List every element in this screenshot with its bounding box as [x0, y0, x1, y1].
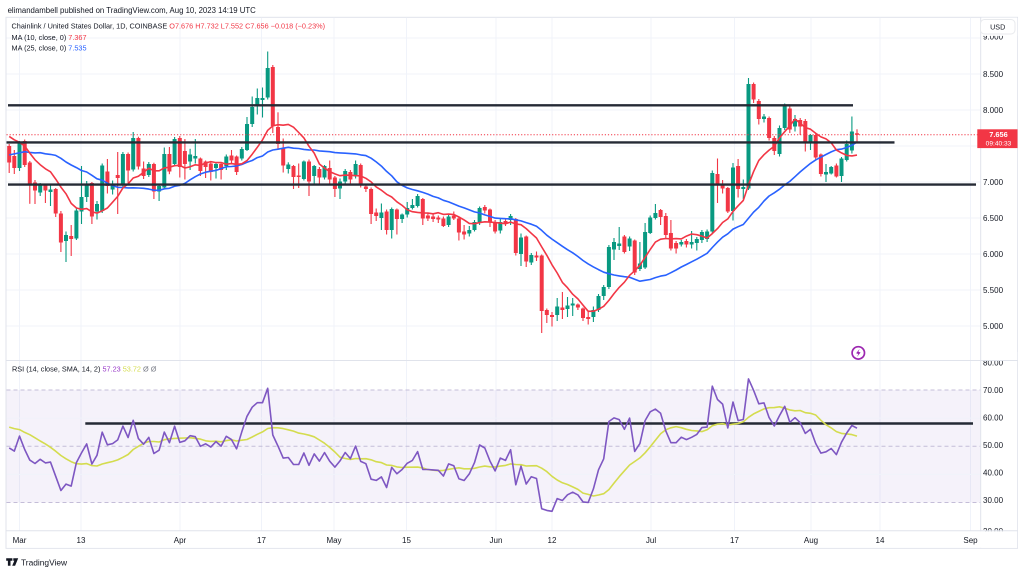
- svg-text:7.656: 7.656: [989, 130, 1008, 139]
- svg-text:80.00: 80.00: [983, 359, 1004, 368]
- svg-text:5.000: 5.000: [983, 322, 1004, 331]
- svg-text:15: 15: [402, 536, 411, 545]
- svg-text:TradingView: TradingView: [21, 557, 68, 567]
- svg-text:8.500: 8.500: [983, 70, 1004, 79]
- svg-text:50.00: 50.00: [983, 441, 1004, 450]
- svg-text:6.000: 6.000: [983, 250, 1004, 259]
- svg-text:Chainlink / United States Doll: Chainlink / United States Dollar, 1D, CO…: [12, 22, 326, 31]
- svg-text:60.00: 60.00: [983, 414, 1004, 423]
- svg-text:14: 14: [876, 536, 885, 545]
- svg-text:70.00: 70.00: [983, 386, 1004, 395]
- svg-text:Aug: Aug: [804, 536, 818, 545]
- svg-text:USD: USD: [990, 23, 1005, 32]
- svg-text:12: 12: [548, 536, 557, 545]
- svg-text:May: May: [326, 536, 341, 545]
- svg-text:Jul: Jul: [646, 536, 656, 545]
- svg-text:17: 17: [730, 536, 739, 545]
- svg-text:13: 13: [77, 536, 86, 545]
- svg-text:Apr: Apr: [174, 536, 187, 545]
- svg-text:Mar: Mar: [13, 536, 27, 545]
- svg-text:40.00: 40.00: [983, 469, 1004, 478]
- svg-text:Jun: Jun: [490, 536, 503, 545]
- svg-text:MA (25, close, 0) 7.535: MA (25, close, 0) 7.535: [12, 43, 87, 52]
- svg-text:7.000: 7.000: [983, 178, 1004, 187]
- svg-text:Sep: Sep: [963, 536, 978, 545]
- svg-text:09:40:33: 09:40:33: [986, 141, 1012, 148]
- svg-text:17: 17: [257, 536, 266, 545]
- svg-text:MA (10, close, 0) 7.367: MA (10, close, 0) 7.367: [12, 33, 87, 42]
- svg-text:RSI (14, close, SMA, 14, 2) 57: RSI (14, close, SMA, 14, 2) 57.23 53.72 …: [12, 365, 157, 374]
- svg-text:5.500: 5.500: [983, 286, 1004, 295]
- svg-text:8.000: 8.000: [983, 106, 1004, 115]
- svg-text:elimandambell published on Tra: elimandambell published on TradingView.c…: [8, 6, 257, 15]
- svg-text:30.00: 30.00: [983, 496, 1004, 505]
- svg-text:9.000: 9.000: [983, 32, 1004, 41]
- svg-text:6.500: 6.500: [983, 214, 1004, 223]
